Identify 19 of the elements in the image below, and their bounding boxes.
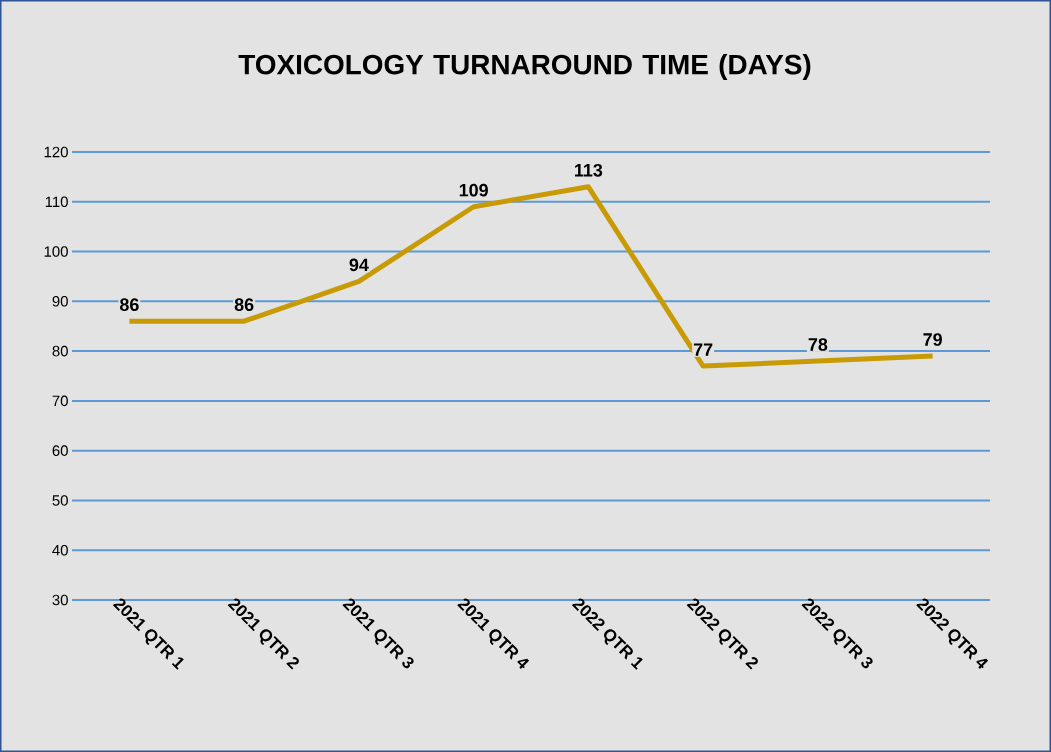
data-label: 109 (459, 183, 488, 197)
data-label: 94 (349, 258, 369, 272)
data-label: 79 (923, 333, 942, 346)
y-tick-label: 60 (52, 445, 68, 456)
y-tick-label: 80 (52, 345, 68, 357)
data-label: 78 (808, 338, 828, 351)
data-label: 113 (575, 163, 603, 177)
chart-title: TOXICOLOGY TURNAROUND TIME (DAYS) (238, 54, 811, 80)
y-tick-label: 90 (52, 296, 68, 307)
data-label: 86 (119, 298, 139, 312)
y-tick-label: 50 (52, 495, 68, 506)
y-tick-label: 30 (52, 594, 68, 606)
y-tick-label: 100 (44, 246, 68, 257)
data-label: 86 (234, 298, 254, 312)
y-tick-label: 40 (52, 544, 68, 556)
y-tick-label: 120 (44, 146, 68, 158)
y-tick-label: 110 (45, 196, 68, 208)
data-label: 77 (693, 343, 713, 356)
y-tick-label: 70 (52, 395, 68, 407)
